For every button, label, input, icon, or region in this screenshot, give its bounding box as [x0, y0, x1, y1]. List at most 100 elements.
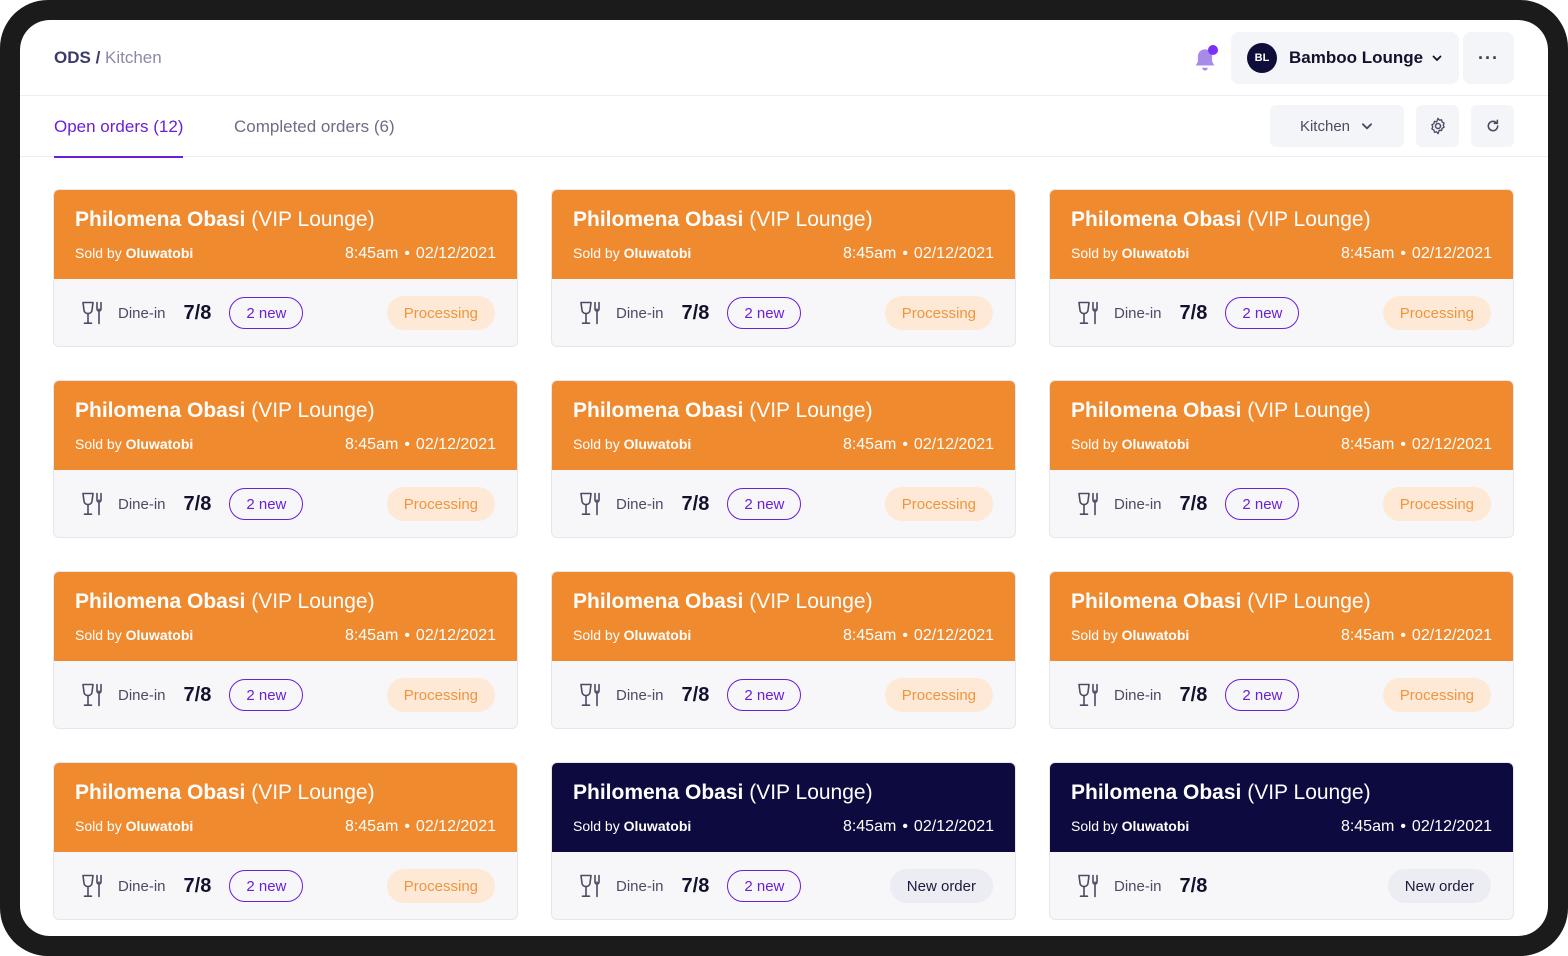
- sold-by-label: Sold by: [1071, 627, 1122, 643]
- seller-name: Oluwatobi: [1121, 245, 1190, 261]
- new-items-badge[interactable]: 2 new: [1225, 679, 1300, 711]
- sold-by-label: Sold by: [573, 818, 624, 834]
- dine-in-icon: [82, 683, 102, 707]
- seller-name: Oluwatobi: [125, 436, 194, 452]
- order-card-footer: Dine-in 7/8 2 new Processing: [552, 279, 1015, 346]
- seller-name: Oluwatobi: [125, 245, 194, 261]
- order-card-footer: Dine-in 7/8 New order: [1050, 852, 1513, 919]
- seller-name: Oluwatobi: [125, 818, 194, 834]
- order-time: 8:45am: [1340, 818, 1395, 835]
- order-card-header: Philomena Obasi (VIP Lounge) Sold by Olu…: [54, 572, 517, 661]
- table-number: 7/8: [681, 683, 710, 706]
- seller-name: Oluwatobi: [623, 436, 692, 452]
- venue-name: Bamboo Lounge: [1289, 48, 1424, 67]
- new-items-badge[interactable]: 2 new: [229, 679, 304, 711]
- table-number: 7/8: [183, 874, 212, 897]
- order-timestamp: 8:45am • 02/12/2021: [345, 627, 496, 645]
- customer-line: Philomena Obasi (VIP Lounge): [573, 207, 994, 233]
- order-timestamp: 8:45am • 02/12/2021: [345, 245, 496, 263]
- customer-name: Philomena Obasi: [573, 208, 744, 231]
- order-card[interactable]: Philomena Obasi (VIP Lounge) Sold by Olu…: [551, 380, 1016, 538]
- order-type: Dine-in: [1114, 686, 1162, 704]
- order-card[interactable]: Philomena Obasi (VIP Lounge) Sold by Olu…: [551, 571, 1016, 729]
- customer-location: (VIP Lounge): [1241, 781, 1371, 804]
- order-timestamp: 8:45am • 02/12/2021: [1341, 627, 1492, 645]
- new-items-badge[interactable]: 2 new: [727, 297, 802, 329]
- dine-in-icon: [82, 874, 102, 898]
- customer-name: Philomena Obasi: [75, 399, 246, 422]
- separator-dot: •: [1400, 627, 1406, 644]
- new-items-badge[interactable]: 2 new: [229, 488, 304, 520]
- order-type: Dine-in: [118, 495, 166, 513]
- order-type: Dine-in: [616, 877, 664, 895]
- order-card-footer: Dine-in 7/8 2 new Processing: [552, 661, 1015, 728]
- dine-in-icon: [580, 492, 600, 516]
- tab-open-orders[interactable]: Open orders (12): [54, 117, 184, 158]
- order-card[interactable]: Philomena Obasi (VIP Lounge) Sold by Olu…: [1049, 762, 1514, 920]
- separator-dot: •: [404, 818, 410, 835]
- order-time: 8:45am: [1340, 436, 1395, 453]
- order-timestamp: 8:45am • 02/12/2021: [1341, 245, 1492, 263]
- order-card[interactable]: Philomena Obasi (VIP Lounge) Sold by Olu…: [53, 189, 518, 347]
- order-card[interactable]: Philomena Obasi (VIP Lounge) Sold by Olu…: [1049, 380, 1514, 538]
- order-card-header: Philomena Obasi (VIP Lounge) Sold by Olu…: [54, 381, 517, 470]
- new-items-badge[interactable]: 2 new: [1225, 488, 1300, 520]
- order-type: Dine-in: [1114, 495, 1162, 513]
- dine-in-icon: [580, 301, 600, 325]
- status-badge: New order: [889, 869, 993, 903]
- order-card-footer: Dine-in 7/8 2 new Processing: [1050, 661, 1513, 728]
- order-card[interactable]: Philomena Obasi (VIP Lounge) Sold by Olu…: [551, 189, 1016, 347]
- order-type: Dine-in: [616, 686, 664, 704]
- seller-name: Oluwatobi: [623, 245, 692, 261]
- refresh-button[interactable]: [1471, 105, 1514, 147]
- breadcrumb-current: Kitchen: [105, 48, 162, 67]
- customer-location: (VIP Lounge): [1241, 399, 1371, 422]
- station-filter-dropdown[interactable]: Kitchen: [1270, 105, 1404, 147]
- order-timestamp: 8:45am • 02/12/2021: [843, 245, 994, 263]
- separator-dot: •: [404, 245, 410, 262]
- order-card-header: Philomena Obasi (VIP Lounge) Sold by Olu…: [1050, 763, 1513, 852]
- new-items-badge[interactable]: 2 new: [727, 488, 802, 520]
- order-card[interactable]: Philomena Obasi (VIP Lounge) Sold by Olu…: [53, 380, 518, 538]
- new-items-badge[interactable]: 2 new: [229, 870, 304, 902]
- order-card[interactable]: Philomena Obasi (VIP Lounge) Sold by Olu…: [53, 762, 518, 920]
- status-badge: Processing: [884, 296, 993, 330]
- customer-line: Philomena Obasi (VIP Lounge): [573, 398, 994, 424]
- order-time: 8:45am: [344, 818, 399, 835]
- new-items-badge[interactable]: 2 new: [229, 297, 304, 329]
- order-time: 8:45am: [344, 245, 399, 262]
- order-card-footer: Dine-in 7/8 2 new Processing: [1050, 279, 1513, 346]
- customer-line: Philomena Obasi (VIP Lounge): [1071, 589, 1492, 615]
- order-card-header: Philomena Obasi (VIP Lounge) Sold by Olu…: [552, 763, 1015, 852]
- more-options-button[interactable]: ···: [1463, 32, 1514, 84]
- seller-name: Oluwatobi: [623, 627, 692, 643]
- customer-name: Philomena Obasi: [1071, 781, 1242, 804]
- order-card[interactable]: Philomena Obasi (VIP Lounge) Sold by Olu…: [53, 571, 518, 729]
- venue-switcher[interactable]: BL Bamboo Lounge: [1231, 32, 1459, 84]
- status-badge: Processing: [386, 487, 495, 521]
- settings-button[interactable]: [1416, 105, 1459, 147]
- chevron-down-icon: [1432, 55, 1442, 61]
- order-time: 8:45am: [1340, 627, 1395, 644]
- sold-by: Sold by Oluwatobi: [573, 627, 691, 645]
- status-badge: Processing: [386, 869, 495, 903]
- order-card[interactable]: Philomena Obasi (VIP Lounge) Sold by Olu…: [1049, 189, 1514, 347]
- order-card-footer: Dine-in 7/8 2 new Processing: [54, 852, 517, 919]
- order-meta: Sold by Oluwatobi 8:45am • 02/12/2021: [75, 436, 496, 454]
- order-card-header: Philomena Obasi (VIP Lounge) Sold by Olu…: [552, 381, 1015, 470]
- seller-name: Oluwatobi: [623, 818, 692, 834]
- notification-dot: [1208, 45, 1218, 55]
- order-card[interactable]: Philomena Obasi (VIP Lounge) Sold by Olu…: [1049, 571, 1514, 729]
- order-card[interactable]: Philomena Obasi (VIP Lounge) Sold by Olu…: [551, 762, 1016, 920]
- order-type: Dine-in: [118, 304, 166, 322]
- order-date: 02/12/2021: [415, 245, 496, 262]
- tab-completed-orders[interactable]: Completed orders (6): [234, 117, 395, 136]
- new-items-badge[interactable]: 2 new: [1225, 297, 1300, 329]
- customer-line: Philomena Obasi (VIP Lounge): [75, 780, 496, 806]
- sold-by: Sold by Oluwatobi: [573, 818, 691, 836]
- customer-location: (VIP Lounge): [1241, 590, 1371, 613]
- sold-by: Sold by Oluwatobi: [75, 245, 193, 263]
- breadcrumb-root[interactable]: ODS: [54, 48, 91, 67]
- new-items-badge[interactable]: 2 new: [727, 679, 802, 711]
- new-items-badge[interactable]: 2 new: [727, 870, 802, 902]
